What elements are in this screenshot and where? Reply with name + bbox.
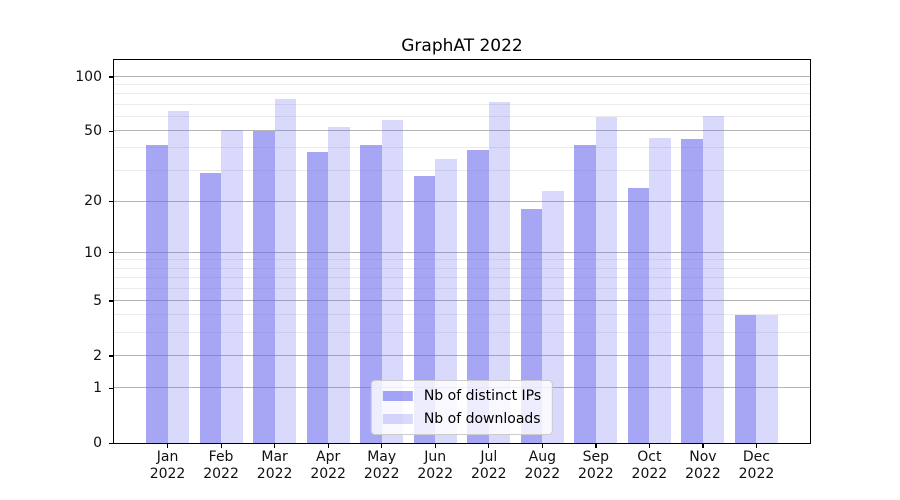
major-gridline-10	[114, 251, 810, 253]
minor-gridline-3	[114, 332, 810, 334]
x-tick-jul	[488, 444, 490, 448]
bar-downloads-aug	[542, 190, 564, 443]
x-tick-label-aug: Aug 2022	[524, 449, 561, 482]
minor-gridline-8	[114, 267, 810, 269]
bar-ips-oct	[627, 187, 650, 443]
x-tick-mar	[274, 444, 276, 448]
y-tick-label-20: 20	[84, 193, 102, 210]
x-tick-label-jul: Jul 2022	[470, 449, 507, 482]
x-tick-label-mar: Mar 2022	[256, 449, 293, 482]
y-tick-20	[109, 200, 113, 203]
x-tick-may	[381, 444, 383, 448]
x-tick-label-jan: Jan 2022	[149, 449, 186, 482]
legend-entry-downloads: Nb of downloads	[382, 411, 541, 427]
y-tick-2	[109, 355, 113, 357]
bar-ips-mar	[253, 131, 275, 443]
y-tick-label-5: 5	[93, 292, 102, 309]
y-tick-10	[109, 252, 113, 254]
legend-label-ips: Nb of distinct IPs	[423, 388, 542, 404]
y-tick-label-50: 50	[84, 123, 102, 140]
bar-downloads-dec	[756, 315, 778, 443]
y-tick-label-2: 2	[93, 347, 102, 364]
x-tick-label-dec: Dec 2022	[738, 449, 775, 482]
minor-gridline-7	[114, 277, 810, 279]
x-tick-feb	[220, 444, 222, 448]
bar-ips-may	[360, 144, 382, 443]
bar-downloads-jan	[167, 110, 190, 443]
y-tick-50	[109, 130, 113, 132]
bar-downloads-apr	[328, 126, 350, 443]
x-tick-jan	[167, 444, 169, 448]
bar-downloads-oct	[649, 137, 671, 443]
x-tick-label-nov: Nov 2022	[685, 449, 721, 482]
chart-title: GraphAT 2022	[401, 36, 523, 56]
x-tick-nov	[702, 444, 704, 448]
major-gridline-100	[114, 75, 810, 77]
minor-gridline-6	[114, 287, 810, 289]
y-tick-label-10: 10	[84, 244, 102, 261]
x-tick-jun	[434, 444, 436, 448]
bar-downloads-may	[381, 119, 404, 443]
minor-gridline-30	[114, 169, 810, 171]
legend-label-downloads: Nb of downloads	[423, 411, 541, 427]
y-tick-100	[109, 76, 113, 78]
bar-downloads-feb	[221, 129, 243, 443]
bar-ips-nov	[681, 139, 703, 443]
bar-downloads-sep	[595, 116, 618, 443]
minor-gridline-4	[114, 314, 810, 316]
minor-gridline-70	[114, 103, 810, 105]
x-tick-label-oct: Oct 2022	[631, 449, 668, 482]
y-tick-label-1: 1	[93, 380, 102, 397]
bar-downloads-jul	[488, 101, 511, 443]
minor-gridline-9	[114, 259, 810, 261]
y-tick-0	[109, 442, 113, 444]
x-tick-apr	[327, 444, 329, 448]
y-tick-5	[109, 300, 113, 302]
bar-ips-jan	[146, 144, 168, 443]
bar-downloads-mar	[274, 99, 297, 443]
x-tick-label-sep: Sep 2022	[578, 449, 614, 482]
y-tick-1	[109, 387, 113, 389]
major-gridline-50	[114, 130, 810, 132]
bar-ips-jun	[413, 175, 436, 443]
minor-gridline-60	[114, 115, 810, 117]
x-tick-label-may: May 2022	[363, 449, 400, 482]
minor-gridline-90	[114, 84, 810, 86]
x-tick-oct	[648, 444, 651, 448]
x-tick-dec	[755, 444, 758, 448]
y-tick-label-0: 0	[93, 435, 102, 451]
plot-area: Nb of distinct IPs Nb of downloads	[113, 59, 811, 444]
minor-gridline-40	[114, 147, 810, 149]
legend-entry-ips: Nb of distinct IPs	[382, 388, 542, 404]
major-gridline-20	[114, 200, 810, 202]
bar-ips-apr	[306, 152, 329, 443]
bar-ips-jul	[467, 150, 489, 443]
x-tick-label-feb: Feb 2022	[203, 449, 239, 482]
x-tick-sep	[595, 444, 597, 448]
x-tick-label-apr: Apr 2022	[310, 449, 346, 482]
bar-ips-dec	[734, 315, 757, 443]
bar-ips-feb	[199, 173, 222, 443]
legend: Nb of distinct IPs Nb of downloads	[370, 380, 554, 435]
major-gridline-2	[114, 354, 810, 356]
bar-downloads-jun	[435, 158, 457, 443]
x-tick-label-jun: Jun 2022	[417, 449, 454, 482]
y-tick-label-100: 100	[75, 68, 102, 85]
legend-swatch-ips	[382, 391, 413, 401]
major-gridline-5	[114, 299, 810, 301]
bar-downloads-nov	[702, 115, 725, 443]
legend-swatch-downloads	[382, 414, 413, 424]
bar-ips-sep	[574, 144, 596, 443]
minor-gridline-80	[114, 93, 810, 95]
x-tick-aug	[541, 444, 543, 448]
